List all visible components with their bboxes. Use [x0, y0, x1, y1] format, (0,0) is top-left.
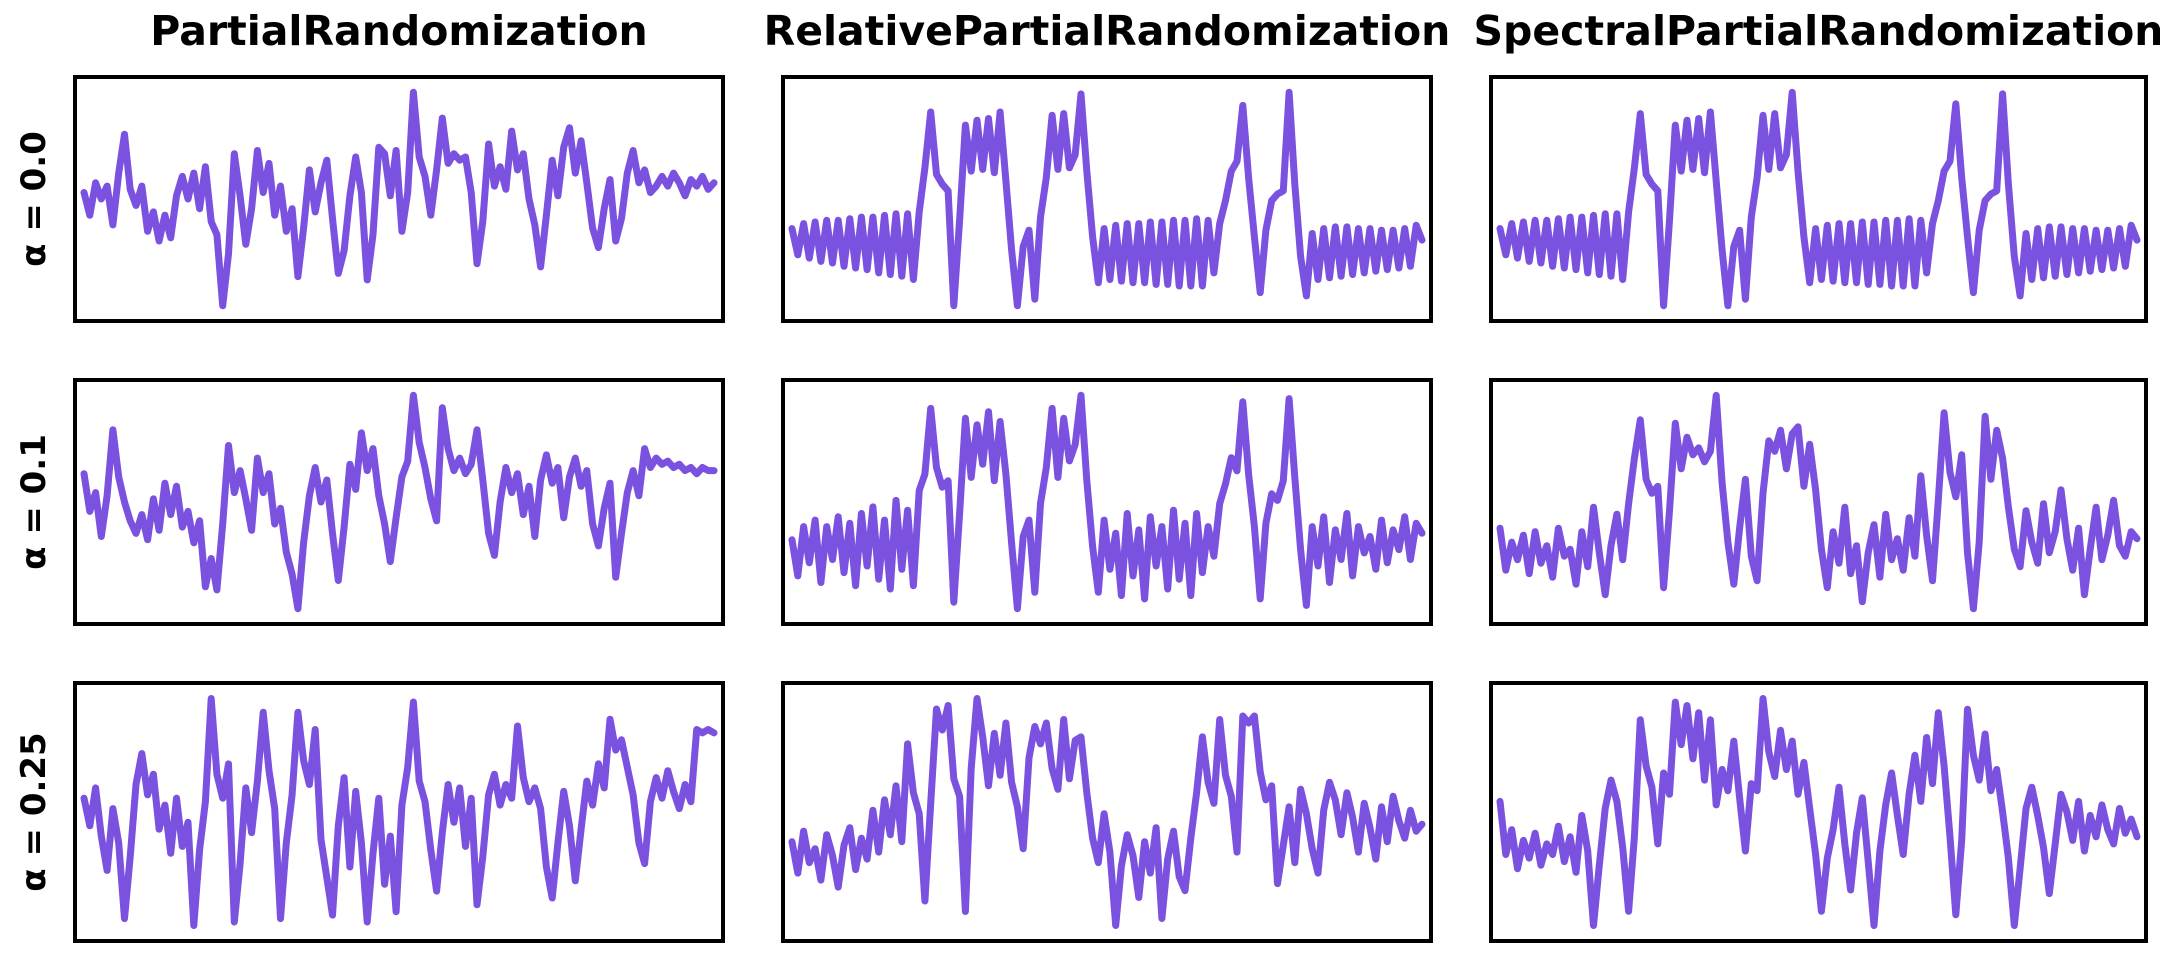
time-series-plot [80, 391, 718, 613]
time-series-plot [80, 88, 718, 310]
panel-partial-alpha-0.25 [73, 681, 725, 943]
row-label-text: α = 0.1 [14, 434, 54, 570]
time-series-plot [1496, 88, 2141, 310]
series-line [80, 391, 718, 613]
time-series-plot [788, 391, 1426, 613]
time-series-plot [80, 695, 718, 929]
panel-spectral-alpha-0.1 [1489, 378, 2148, 626]
series-line [1496, 88, 2141, 310]
series-line [80, 695, 718, 929]
panel-spectral-alpha-0.0 [1489, 75, 2148, 323]
column-title-partial-randomization: PartialRandomization [150, 7, 648, 55]
series-line [1496, 391, 2141, 613]
time-series-plot [1496, 391, 2141, 613]
series-line [1496, 695, 2141, 929]
series-line [788, 695, 1426, 929]
panel-partial-alpha-0.1 [73, 378, 725, 626]
panel-relative-alpha-0.25 [781, 681, 1433, 943]
panel-relative-alpha-0.1 [781, 378, 1433, 626]
time-series-plot [788, 88, 1426, 310]
time-series-plot [788, 695, 1426, 929]
row-label-text: α = 0.25 [14, 732, 54, 892]
series-line [788, 88, 1426, 310]
series-line [788, 391, 1426, 613]
panel-relative-alpha-0.0 [781, 75, 1433, 323]
column-title-relative-partial-randomization: RelativePartialRandomization [763, 7, 1451, 55]
panel-partial-alpha-0.0 [73, 75, 725, 323]
row-label-text: α = 0.0 [14, 131, 54, 267]
column-title-spectral-partial-randomization: SpectralPartialRandomization [1473, 7, 2160, 55]
panel-spectral-alpha-0.25 [1489, 681, 2148, 943]
series-line [80, 88, 718, 310]
time-series-plot [1496, 695, 2141, 929]
